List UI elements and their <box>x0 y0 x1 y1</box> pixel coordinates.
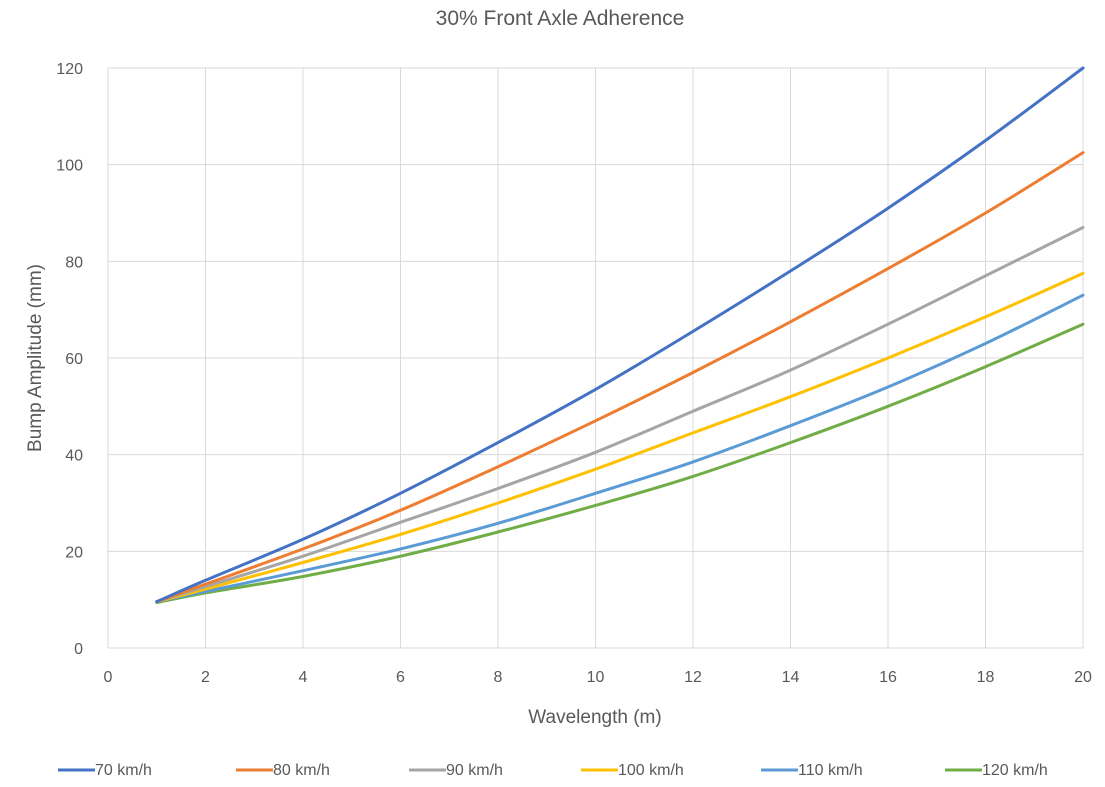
series-line-70-km-h <box>155 66 1085 604</box>
x-tick-label: 10 <box>587 669 605 686</box>
y-axis-title: Bump Amplitude (mm) <box>25 264 46 452</box>
y-tick-label: 40 <box>65 448 83 465</box>
legend-label: 90 km/h <box>446 762 503 779</box>
legend-label: 110 km/h <box>798 762 863 779</box>
x-tick-label: 2 <box>201 669 210 686</box>
x-tick-label: 18 <box>977 669 995 686</box>
series-line-80-km-h <box>155 151 1085 604</box>
legend-label: 80 km/h <box>273 762 330 779</box>
legend-item-80-km-h: 80 km/h <box>236 762 330 779</box>
x-tick-label: 4 <box>299 669 308 686</box>
legend-item-70-km-h: 70 km/h <box>58 762 152 779</box>
legend-item-100-km-h: 100 km/h <box>581 762 684 779</box>
x-tick-label: 8 <box>494 669 503 686</box>
legend-label: 120 km/h <box>982 762 1048 779</box>
y-tick-label: 100 <box>56 158 83 175</box>
legend: 70 km/h 80 km/h 90 km/h 100 km/h 110 km/h 120… <box>58 762 1048 779</box>
legend-item-110-km-h: 110 km/h <box>761 762 863 779</box>
x-tick-label: 14 <box>782 669 800 686</box>
series-line-110-km-h <box>155 293 1085 604</box>
x-tick-label: 6 <box>396 669 405 686</box>
gridlines <box>107 67 1084 649</box>
axis-ticks: 0 2 4 6 8 10 12 14 16 18 20 0 20 40 60 80 100 120 <box>56 61 1092 686</box>
legend-item-90-km-h: 90 km/h <box>409 762 503 779</box>
chart-title: 30% Front Axle Adherence <box>436 7 685 30</box>
legend-item-120-km-h: 120 km/h <box>945 762 1048 779</box>
series-lines <box>155 66 1085 605</box>
legend-label: 70 km/h <box>95 762 152 779</box>
x-axis-title: Wavelength (m) <box>528 707 661 728</box>
x-tick-label: 0 <box>104 669 113 686</box>
y-tick-label: 60 <box>65 351 83 368</box>
x-tick-label: 12 <box>684 669 702 686</box>
y-tick-label: 120 <box>56 61 83 78</box>
series-line-100-km-h <box>155 271 1085 604</box>
y-tick-label: 80 <box>65 254 83 271</box>
legend-label: 100 km/h <box>618 762 684 779</box>
x-tick-label: 20 <box>1074 669 1092 686</box>
x-tick-label: 16 <box>879 669 897 686</box>
y-tick-label: 0 <box>74 641 83 658</box>
y-tick-label: 20 <box>65 544 83 561</box>
series-line-90-km-h <box>155 226 1085 604</box>
series-line-120-km-h <box>155 322 1085 605</box>
